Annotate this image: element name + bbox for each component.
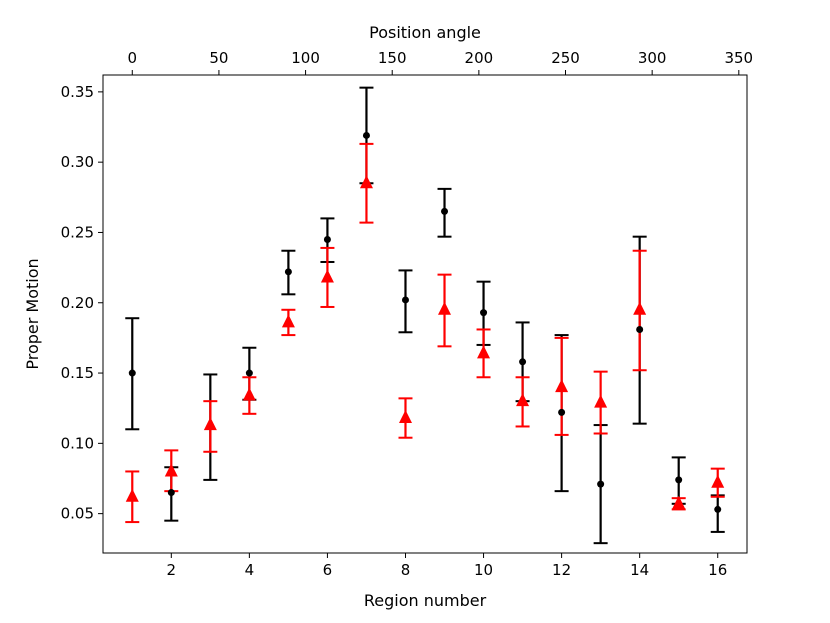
data-point-triangle: [398, 410, 412, 424]
y-tick-label: 0.05: [61, 505, 94, 523]
x-tick-label: 16: [708, 561, 727, 579]
data-point-triangle: [281, 314, 295, 328]
plot-frame: [102, 74, 748, 554]
x-tick-label: 10: [474, 561, 493, 579]
data-point: [480, 309, 488, 317]
top-tick-label: 100: [291, 49, 320, 67]
top-tick-label: 250: [551, 49, 580, 67]
data-point: [323, 235, 331, 243]
data-point-triangle: [125, 488, 139, 502]
data-point-triangle: [594, 394, 608, 408]
top-axis-label: Position angle: [369, 23, 481, 42]
data-point-triangle: [242, 387, 256, 401]
top-tick-label: 350: [724, 49, 753, 67]
x-tick-label: 6: [323, 561, 333, 579]
data-point-triangle: [711, 474, 725, 488]
data-point-triangle: [672, 495, 686, 509]
data-point: [714, 505, 722, 513]
top-tick-label: 200: [465, 49, 494, 67]
y-tick-label: 0.20: [61, 294, 94, 312]
data-point-triangle: [477, 345, 491, 359]
data-point-triangle: [359, 175, 373, 189]
data-point: [675, 476, 683, 484]
data-point-triangle: [555, 379, 569, 393]
data-point-triangle: [164, 463, 178, 477]
top-tick-label: 0: [127, 49, 137, 67]
data-point: [597, 480, 605, 488]
y-tick-label: 0.25: [61, 223, 94, 241]
data-point: [636, 325, 644, 333]
data-point-triangle: [203, 417, 217, 431]
data-point: [441, 207, 449, 215]
data-point: [128, 369, 136, 377]
data-point-triangle: [516, 393, 530, 407]
top-tick-label: 50: [209, 49, 228, 67]
y-tick-label: 0.10: [61, 434, 94, 452]
y-tick-label: 0.15: [61, 364, 94, 382]
x-tick-label: 12: [552, 561, 571, 579]
x-tick-label: 4: [245, 561, 255, 579]
data-point: [519, 358, 527, 366]
y-axis-label: Proper Motion: [23, 258, 42, 369]
markers-layer: [125, 131, 725, 513]
data-point: [558, 408, 566, 416]
y-tick-label: 0.30: [61, 153, 94, 171]
top-tick-label: 150: [378, 49, 407, 67]
ticks-layer: 2 4 6 8 10 12 14 16 0.05 0.10 0.15 0.20 0.25 0.30 0.35…: [61, 49, 754, 579]
top-tick-label: 300: [638, 49, 667, 67]
data-point: [245, 369, 253, 377]
data-point-triangle: [633, 301, 647, 315]
data-point: [284, 268, 292, 276]
data-point: [362, 131, 370, 139]
error-bars-layer: [125, 86, 725, 545]
x-tick-label: 8: [401, 561, 411, 579]
data-point-triangle: [438, 301, 452, 315]
x-tick-label: 2: [167, 561, 177, 579]
x-tick-label: 14: [630, 561, 649, 579]
data-point: [401, 296, 409, 304]
y-tick-label: 0.35: [61, 83, 94, 101]
data-point-triangle: [320, 269, 334, 283]
data-point: [167, 489, 175, 497]
x-axis-label: Region number: [364, 591, 487, 610]
